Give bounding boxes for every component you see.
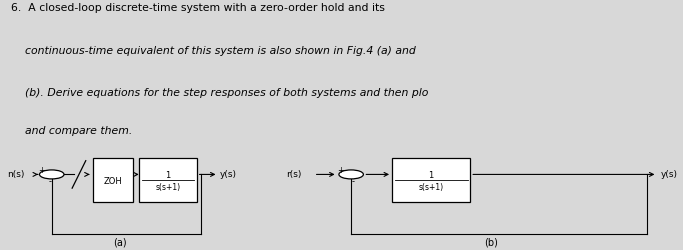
Text: (b): (b) xyxy=(484,237,498,247)
Text: +: + xyxy=(38,165,45,174)
Text: 1: 1 xyxy=(428,170,434,179)
Text: n(s): n(s) xyxy=(8,169,25,178)
Text: (a): (a) xyxy=(113,237,126,247)
Text: (b). Derive equations for the step responses of both systems and then plo: (b). Derive equations for the step respo… xyxy=(11,88,428,98)
Bar xyxy=(139,158,197,202)
Bar xyxy=(392,158,470,202)
Text: 1: 1 xyxy=(165,170,170,179)
Text: ZOH: ZOH xyxy=(104,176,122,185)
Text: continuous-time equivalent of this system is also shown in Fig.4 (a) and: continuous-time equivalent of this syste… xyxy=(11,46,416,56)
Circle shape xyxy=(40,170,64,179)
Text: and compare them.: and compare them. xyxy=(11,125,133,135)
Text: y(s): y(s) xyxy=(220,169,237,178)
Text: s(s+1): s(s+1) xyxy=(155,182,180,191)
Text: -: - xyxy=(352,176,354,185)
Bar xyxy=(93,158,133,202)
Text: s(s+1): s(s+1) xyxy=(419,182,444,191)
Circle shape xyxy=(339,170,363,179)
Text: -: - xyxy=(48,176,51,185)
Text: 6.  A closed-loop discrete-time system with a zero-order hold and its: 6. A closed-loop discrete-time system wi… xyxy=(11,3,385,13)
Text: r(s): r(s) xyxy=(286,169,302,178)
Text: +: + xyxy=(337,165,344,174)
Text: y(s): y(s) xyxy=(660,169,678,178)
